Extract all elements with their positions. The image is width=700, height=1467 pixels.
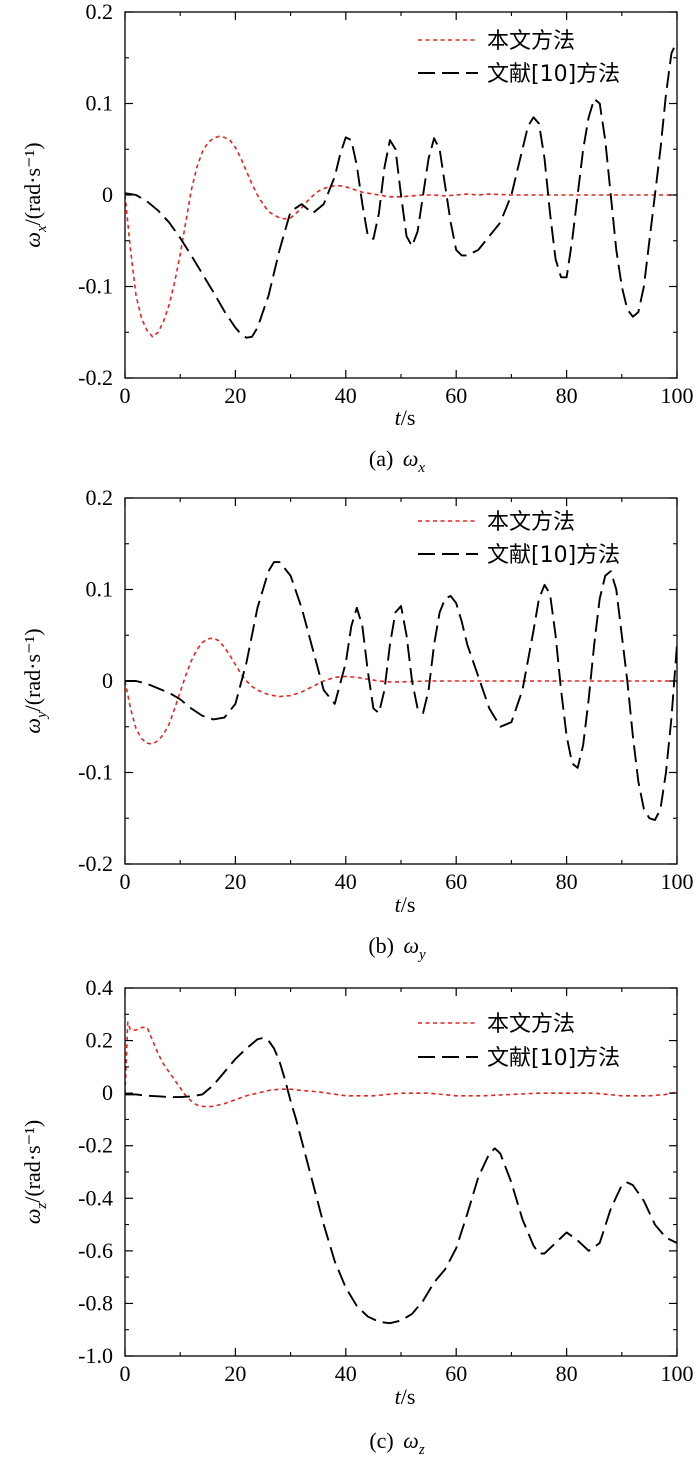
x-tick-label: 80 xyxy=(556,1361,578,1386)
y-tick-label: 0.1 xyxy=(86,91,114,116)
legend-label-ref10-method: 文献[10]方法 xyxy=(487,62,620,87)
series-line-ref10-method xyxy=(125,40,677,339)
legend-label-proposed-method: 本文方法 xyxy=(487,29,575,54)
x-axis-variable: t xyxy=(395,1384,402,1409)
y-tick-label: 0 xyxy=(102,182,113,207)
y-tick-label: -0.6 xyxy=(78,1238,113,1263)
y-axis-unit: /(rad·s⁻¹) xyxy=(20,1120,45,1203)
caption-symbol: ω xyxy=(403,1428,419,1453)
x-tick-label: 0 xyxy=(120,1361,131,1386)
x-axis-unit: /s xyxy=(401,1384,416,1409)
y-axis-symbol: ω xyxy=(20,232,45,248)
x-tick-label: 20 xyxy=(224,383,246,408)
x-tick-label: 60 xyxy=(445,383,467,408)
x-tick-label: 0 xyxy=(120,869,131,894)
x-tick-label: 40 xyxy=(335,1361,357,1386)
x-tick-label: 20 xyxy=(224,869,246,894)
legend-label-ref10-method: 文献[10]方法 xyxy=(487,1046,620,1071)
x-tick-label: 100 xyxy=(661,383,694,408)
panel-caption: (a) ωx xyxy=(369,446,425,476)
x-axis-label: t/s xyxy=(395,892,416,917)
x-axis-label: t/s xyxy=(395,405,416,430)
y-tick-label: 0 xyxy=(102,668,113,693)
x-tick-label: 60 xyxy=(445,869,467,894)
chart-omega-y: 0 20 40 60 80 100-0.2-0.100.10.2t/sωy/(rad·s⁻… xyxy=(20,485,694,963)
y-axis-unit: /(rad·s⁻¹) xyxy=(20,142,45,225)
y-tick-label: 0.2 xyxy=(86,485,114,510)
y-axis-symbol: ω xyxy=(20,718,45,734)
x-tick-label: 40 xyxy=(335,383,357,408)
series-line-proposed-method xyxy=(125,1021,677,1108)
series-line-ref10-method xyxy=(125,1036,677,1325)
chart-omega-z: 0 20 40 60 80 100 -1.0 -0.8 -0.6 -0.4 -0.2 0 0.2 0.4 t… xyxy=(20,975,694,1458)
caption-prefix: (b) xyxy=(368,933,399,958)
y-tick-label: -0.2 xyxy=(78,1133,113,1158)
caption-prefix: (a) xyxy=(369,446,399,471)
x-tick-label: 80 xyxy=(556,869,578,894)
caption-prefix: (c) xyxy=(369,1428,399,1453)
caption-symbol: ω xyxy=(403,933,419,958)
y-axis-subscript: y xyxy=(34,711,50,720)
y-axis-label: ωy/(rad·s⁻¹) xyxy=(20,628,50,733)
y-tick-label: -0.4 xyxy=(78,1185,113,1210)
y-tick-label: -0.8 xyxy=(78,1290,113,1315)
x-tick-label: 40 xyxy=(335,869,357,894)
y-axis-subscript: x xyxy=(34,225,50,233)
x-tick-label: 80 xyxy=(556,383,578,408)
panel-caption: (b) ωy xyxy=(368,933,426,963)
x-axis-variable: t xyxy=(395,892,402,917)
chart-omega-x: 0 20 40 60 80 100-0.2-0.100.10.2t/sωx/(rad·s⁻… xyxy=(20,0,694,476)
caption-subscript: y xyxy=(417,947,426,963)
series-line-ref10-method xyxy=(125,561,677,822)
x-axis-variable: t xyxy=(395,405,402,430)
y-tick-label: -0.1 xyxy=(78,274,113,299)
x-axis-label: t/s xyxy=(395,1384,416,1409)
x-axis-unit: /s xyxy=(401,405,416,430)
y-tick-label: 0.2 xyxy=(86,0,114,24)
y-axis-symbol: ω xyxy=(20,1209,45,1225)
x-tick-label: 0 xyxy=(120,383,131,408)
y-tick-label: 0 xyxy=(102,1080,113,1105)
series-line-proposed-method xyxy=(125,135,677,338)
y-tick-label: -1.0 xyxy=(78,1343,113,1368)
y-tick-label: 0.4 xyxy=(86,975,114,1000)
legend-label-proposed-method: 本文方法 xyxy=(487,510,575,535)
plot-frame xyxy=(124,987,678,1357)
x-tick-label: 60 xyxy=(445,1361,467,1386)
x-tick-label: 20 xyxy=(224,1361,246,1386)
panel-caption: (c) ωz xyxy=(369,1428,424,1458)
y-tick-label: 0.2 xyxy=(86,1028,114,1053)
y-tick-label: 0.1 xyxy=(86,577,114,602)
caption-subscript: x xyxy=(417,460,425,476)
x-axis-unit: /s xyxy=(401,892,416,917)
y-tick-label: -0.2 xyxy=(78,851,113,876)
y-tick-label: -0.2 xyxy=(78,365,113,390)
y-axis-subscript: z xyxy=(34,1203,50,1210)
y-tick-label: -0.1 xyxy=(78,760,113,785)
legend-label-ref10-method: 文献[10]方法 xyxy=(487,543,620,568)
caption-symbol: ω xyxy=(403,446,419,471)
legend-label-proposed-method: 本文方法 xyxy=(487,1012,575,1037)
caption-subscript: z xyxy=(418,1442,425,1458)
y-axis-unit: /(rad·s⁻¹) xyxy=(20,628,45,711)
y-axis-label: ωx/(rad·s⁻¹) xyxy=(20,142,50,247)
y-axis-label: ωz/(rad·s⁻¹) xyxy=(20,1120,50,1224)
x-tick-label: 100 xyxy=(661,1361,694,1386)
x-tick-label: 100 xyxy=(661,869,694,894)
series-line-proposed-method xyxy=(125,637,677,745)
